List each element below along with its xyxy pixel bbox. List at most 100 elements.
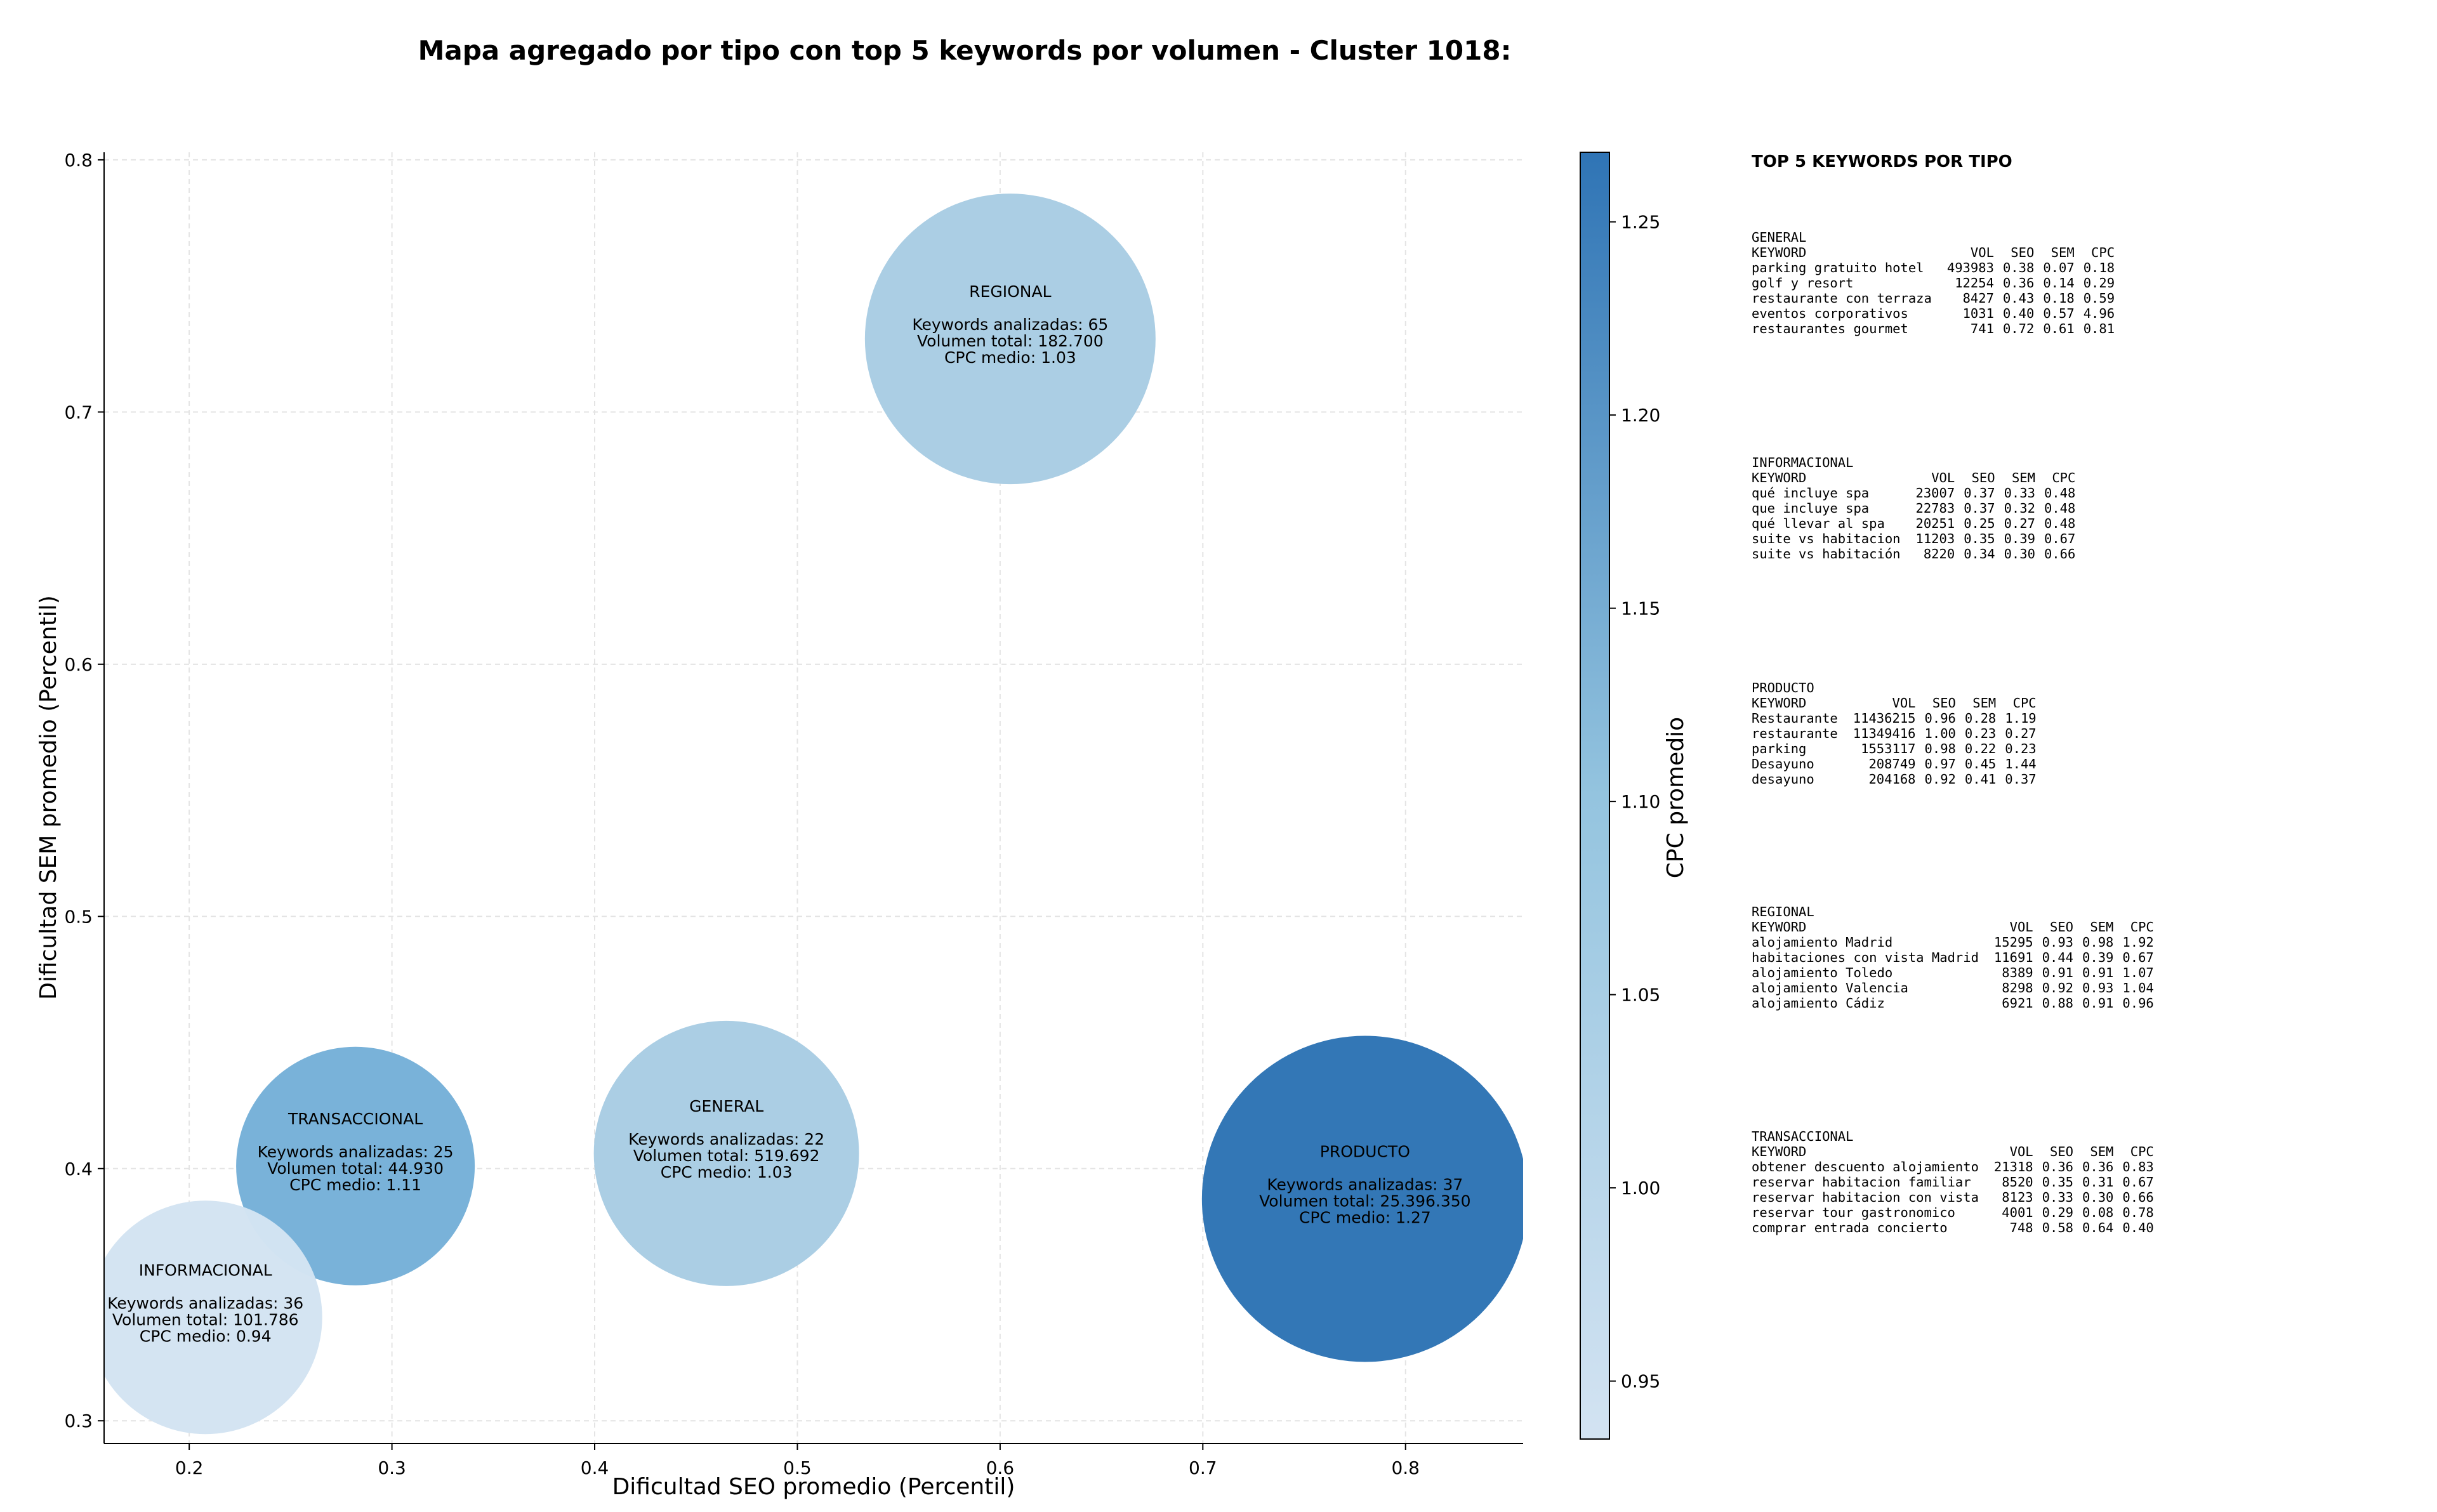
- column-header: KEYWORD: [1752, 245, 1807, 260]
- colorbar-tick-label: 0.95: [1621, 1371, 1660, 1392]
- value-cell: 11691: [1993, 950, 2033, 965]
- keyword-cell: alojamiento Cádiz: [1752, 996, 1885, 1011]
- table-row: suite vs habitación 8220 0.34 0.30 0.66: [1752, 546, 2075, 562]
- value-cell: 0.31: [2082, 1174, 2114, 1190]
- bubble-name: GENERAL: [689, 1097, 763, 1115]
- value-cell: 8427: [1962, 291, 1994, 306]
- value-cell: 0.48: [2044, 501, 2076, 516]
- table-row: reservar habitacion familiar 8520 0.35 0.31…: [1752, 1174, 2154, 1190]
- value-cell: 8520: [2002, 1174, 2033, 1190]
- value-cell: 0.72: [2002, 321, 2035, 336]
- value-cell: 0.25: [1964, 516, 1995, 531]
- value-cell: 8123: [2002, 1190, 2033, 1205]
- value-cell: 748: [2009, 1220, 2033, 1235]
- table-row: suite vs habitacion 11203 0.35 0.39 0.67: [1752, 531, 2075, 546]
- value-cell: 11349416: [1853, 726, 1916, 741]
- bubble-circle: [104, 1200, 322, 1435]
- value-cell: 0.29: [2083, 275, 2115, 291]
- bubble-label: Keywords analizadas: 37: [1267, 1175, 1463, 1193]
- bubble-circle: [864, 194, 1156, 485]
- group-name: PRODUCTO: [1752, 680, 1814, 695]
- table-row: comprar entrada concierto 748 0.58 0.64 0.40: [1752, 1220, 2154, 1235]
- table-row: restaurante con terraza 8427 0.43 0.18 0.59: [1752, 291, 2115, 306]
- x-tick-label: 0.6: [986, 1457, 1015, 1478]
- bubble-label: Volumen total: 182.700: [917, 332, 1104, 350]
- colorbar-tick-label: 1.20: [1621, 405, 1660, 426]
- keyword-cell: reservar habitacion familiar: [1752, 1174, 1971, 1190]
- bubble-circle: [236, 1046, 475, 1285]
- value-cell: 20251: [1915, 516, 1955, 531]
- x-tick-label: 0.2: [175, 1457, 204, 1478]
- column-header: CPC: [2091, 245, 2115, 260]
- value-cell: 0.81: [2083, 321, 2115, 336]
- table-row: reservar tour gastronomico 4001 0.29 0.08 0.…: [1752, 1205, 2154, 1220]
- x-axis-label: Dificultad SEO promedio (Percentil): [612, 1474, 1015, 1500]
- value-cell: 0.33: [2004, 485, 2035, 501]
- value-cell: 0.36: [2002, 275, 2035, 291]
- column-header: SEM: [2051, 245, 2075, 260]
- value-cell: 1.19: [2005, 711, 2037, 726]
- value-cell: 4.96: [2083, 306, 2115, 321]
- value-cell: 0.97: [1924, 756, 1956, 772]
- value-cell: 1.04: [2122, 980, 2154, 996]
- value-cell: 1.07: [2122, 965, 2154, 980]
- keyword-cell: Restaurante: [1752, 711, 1838, 726]
- keyword-cell: eventos corporativos: [1752, 306, 1908, 321]
- keyword-cell: reservar tour gastronomico: [1752, 1205, 1955, 1220]
- keyword-group-transaccional: TRANSACCIONAL KEYWORD VOL SEO SEM CPC obtener …: [1752, 1129, 2154, 1235]
- value-cell: 0.27: [2005, 726, 2037, 741]
- colorbar-label: CPC promedio: [1663, 717, 1689, 878]
- value-cell: 0.92: [1924, 772, 1956, 787]
- value-cell: 0.66: [2044, 546, 2076, 562]
- value-cell: 0.59: [2083, 291, 2115, 306]
- column-header: SEM: [2090, 1144, 2114, 1159]
- value-cell: 0.61: [2043, 321, 2075, 336]
- bubble-transaccional: TRANSACCIONAL Keywords analizadas: 25Volu…: [236, 1046, 475, 1285]
- table-row: restaurante 11349416 1.00 0.23 0.27: [1752, 726, 2037, 741]
- keyword-cell: que incluye spa: [1752, 501, 1870, 516]
- value-cell: 0.88: [2042, 996, 2074, 1011]
- keyword-cell: suite vs habitacion: [1752, 531, 1901, 546]
- value-cell: 204168: [1868, 772, 1916, 787]
- table-row: qué incluye spa 23007 0.37 0.33 0.48: [1752, 485, 2075, 501]
- bubble-circle: [1201, 1035, 1523, 1362]
- value-cell: 741: [1970, 321, 1994, 336]
- value-cell: 0.34: [1964, 546, 1995, 562]
- column-header: VOL: [1892, 695, 1916, 711]
- keyword-cell: qué incluye spa: [1752, 485, 1870, 501]
- keyword-cell: qué llevar al spa: [1752, 516, 1885, 531]
- value-cell: 0.96: [2122, 996, 2154, 1011]
- value-cell: 8220: [1923, 546, 1955, 562]
- value-cell: 11436215: [1853, 711, 1916, 726]
- keyword-table: KEYWORD VOL SEO SEM CPC qué incluye spa 23007 0…: [1752, 470, 2075, 562]
- group-name: GENERAL: [1752, 230, 1807, 245]
- value-cell: 0.37: [1964, 501, 1995, 516]
- value-cell: 0.30: [2004, 546, 2035, 562]
- value-cell: 0.36: [2042, 1159, 2074, 1174]
- column-header: SEM: [2090, 919, 2114, 935]
- y-tick-label: 0.8: [64, 150, 93, 171]
- value-cell: 8389: [2002, 965, 2033, 980]
- panel-title: TOP 5 KEYWORDS POR TIPO: [1752, 152, 2012, 171]
- value-cell: 1.44: [2005, 756, 2037, 772]
- value-cell: 0.41: [1964, 772, 1997, 787]
- value-cell: 0.40: [2002, 306, 2035, 321]
- keyword-cell: restaurante con terraza: [1752, 291, 1932, 306]
- table-row: que incluye spa 22783 0.37 0.32 0.48: [1752, 501, 2075, 516]
- column-header: CPC: [2130, 919, 2154, 935]
- value-cell: 21318: [1993, 1159, 2033, 1174]
- bubble-label: Keywords analizadas: 36: [107, 1294, 303, 1312]
- keyword-cell: alojamiento Madrid: [1752, 935, 1893, 950]
- value-cell: 22783: [1915, 501, 1955, 516]
- y-tick-label: 0.4: [64, 1159, 93, 1180]
- bubble-name: PRODUCTO: [1320, 1142, 1410, 1160]
- keyword-cell: Desayuno: [1752, 756, 1814, 772]
- bubble-label: CPC medio: 1.03: [661, 1163, 793, 1181]
- keyword-cell: golf y resort: [1752, 275, 1854, 291]
- group-name: TRANSACCIONAL: [1752, 1129, 1854, 1144]
- value-cell: 0.44: [2042, 950, 2074, 965]
- bubble-name: INFORMACIONAL: [139, 1261, 272, 1279]
- value-cell: 23007: [1915, 485, 1955, 501]
- keyword-group-general: GENERAL KEYWORD VOL SEO SEM CPC parking gratui…: [1752, 230, 2115, 336]
- bubble-label: Volumen total: 101.786: [112, 1310, 299, 1329]
